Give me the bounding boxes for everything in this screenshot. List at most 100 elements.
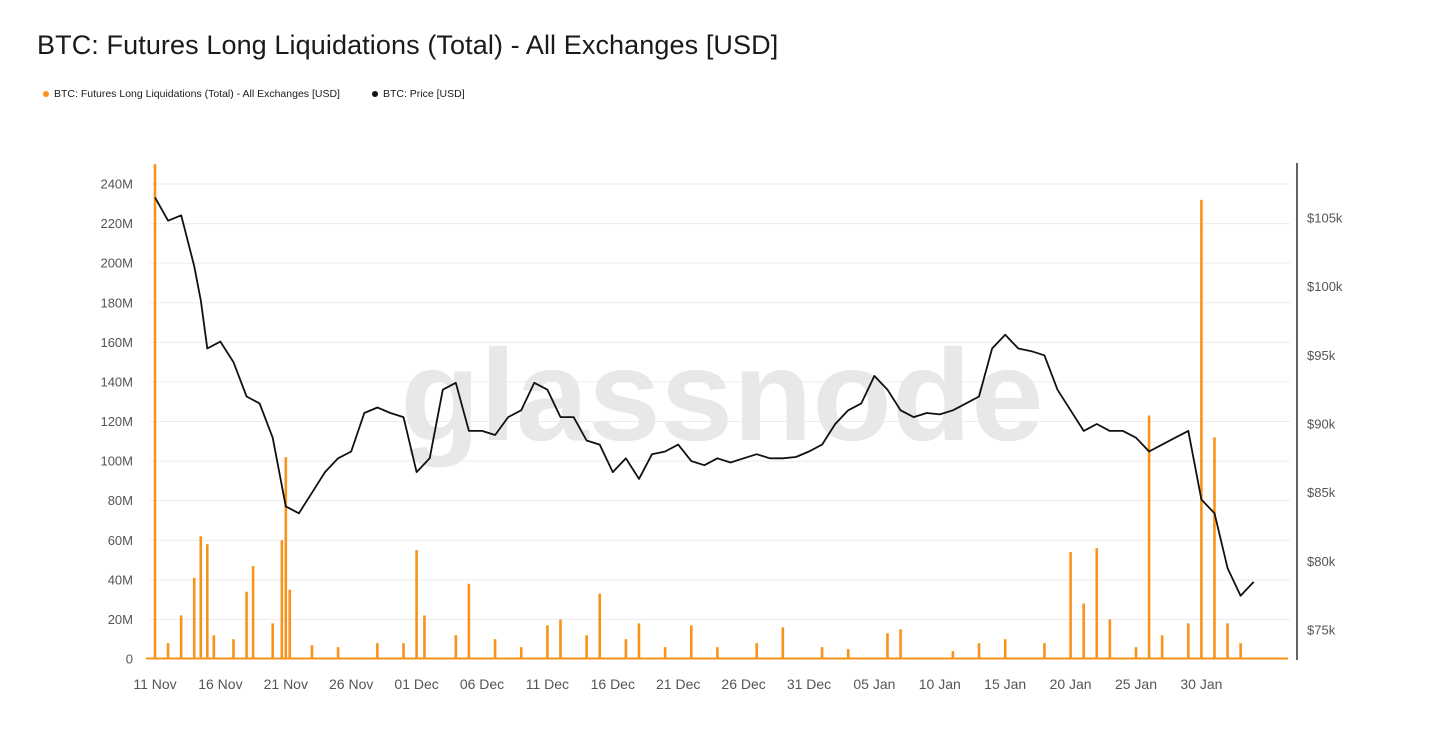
x-tick-label: 31 Dec (787, 676, 831, 692)
liquidation-bar (199, 536, 203, 659)
left-tick-label: 100M (100, 454, 133, 469)
liquidation-bar (1134, 647, 1138, 659)
left-tick-label: 220M (100, 216, 133, 231)
left-tick-label: 140M (100, 374, 133, 389)
x-tick-label: 06 Dec (460, 676, 504, 692)
right-tick-label: $95k (1307, 348, 1336, 363)
x-tick-label: 30 Jan (1180, 676, 1222, 692)
x-tick-label: 11 Dec (526, 676, 569, 692)
liquidation-bar (1213, 437, 1216, 659)
liquidation-bar (1226, 623, 1229, 659)
legend: BTC: Futures Long Liquidations (Total) -… (43, 88, 497, 100)
liquidation-bar (376, 643, 379, 659)
liquidation-bar (519, 647, 523, 659)
left-tick-label: 80M (108, 493, 133, 508)
liquidation-bar (977, 643, 981, 659)
x-tick-label: 21 Nov (264, 676, 308, 692)
liquidation-bar (716, 647, 719, 659)
price-line (154, 196, 1255, 597)
liquidation-bar (624, 639, 628, 659)
liquidation-bar (1003, 639, 1007, 659)
liquidation-bar (1200, 199, 1203, 660)
liquidation-bar (206, 544, 209, 659)
liquidation-bar (1147, 415, 1151, 659)
liquidation-bars (146, 164, 1288, 660)
liquidation-bar (288, 589, 292, 659)
liquidation-bar (336, 647, 340, 659)
liquidation-bar (251, 565, 255, 659)
x-tick-label: 25 Jan (1115, 676, 1157, 692)
x-tick-label: 05 Jan (853, 676, 895, 692)
liquidation-bar (153, 164, 157, 660)
liquidation-bar (166, 643, 170, 659)
liquidation-bar (1160, 635, 1164, 659)
liquidation-bar (899, 629, 902, 659)
liquidation-bar (192, 577, 196, 659)
liquidation-bar (755, 643, 758, 659)
x-axis-ticks: 11 Nov 16 Nov 21 Nov 26 Nov 01 Dec 06 Dec 11 D… (133, 676, 1222, 692)
liquidation-bar (1082, 603, 1085, 659)
liquidation-bar (663, 647, 667, 659)
liquidation-bar (886, 633, 889, 659)
x-tick-label: 20 Jan (1050, 676, 1092, 692)
left-tick-label: 180M (100, 295, 133, 310)
gridlines (150, 183, 1290, 620)
liquidation-bar (232, 639, 235, 659)
liquidation-bar (637, 623, 641, 659)
legend-dot-liquidations (43, 91, 49, 97)
liquidation-bar (467, 583, 471, 659)
x-tick-label: 26 Dec (721, 676, 765, 692)
left-tick-label: 160M (100, 335, 133, 350)
liquidation-bar (1043, 643, 1046, 659)
liquidation-bar (179, 615, 183, 659)
watermark: glassnode (401, 322, 1044, 468)
liquidation-bar (423, 615, 426, 659)
left-tick-label: 60M (108, 533, 133, 548)
x-tick-label: 15 Jan (984, 676, 1026, 692)
liquidation-bar (310, 645, 314, 659)
liquidation-bar (454, 635, 458, 659)
liquidation-bar (493, 639, 497, 659)
left-tick-label: 240M (100, 177, 133, 192)
liquidation-bar (245, 591, 248, 659)
left-tick-label: 40M (108, 572, 133, 587)
right-tick-label: $75k (1307, 623, 1336, 638)
liquidation-bar (820, 647, 824, 659)
legend-label-price: BTC: Price [USD] (382, 88, 465, 100)
liquidation-bar (284, 457, 288, 659)
x-tick-label: 16 Nov (198, 676, 242, 692)
right-tick-label: $80k (1307, 554, 1336, 569)
left-tick-label: 20M (108, 612, 133, 627)
x-tick-label: 11 Nov (133, 676, 176, 692)
right-tick-label: $100k (1307, 279, 1343, 294)
x-tick-label: 26 Nov (329, 676, 373, 692)
legend-label-liquidations: BTC: Futures Long Liquidations (Total) -… (54, 88, 340, 100)
liquidation-bar (559, 619, 562, 659)
left-tick-label: 0 (126, 652, 133, 667)
liquidation-bar (415, 550, 418, 659)
left-tick-label: 200M (100, 256, 133, 271)
liquidation-bar (585, 635, 588, 659)
chart-title: BTC: Futures Long Liquidations (Total) -… (37, 30, 779, 60)
liquidation-bar (1069, 552, 1072, 659)
liquidation-bar (781, 627, 785, 659)
liquidation-bar (271, 623, 275, 659)
x-tick-label: 21 Dec (656, 676, 700, 692)
right-tick-label: $105k (1307, 211, 1343, 226)
liquidation-bar (1108, 619, 1112, 659)
liquidation-bar (1095, 548, 1099, 659)
left-axis-ticks: 0 20M 40M 60M 80M 100M 120M 140M 160M 180M 200M 220… (100, 177, 133, 667)
legend-item-liquidations[interactable]: BTC: Futures Long Liquidations (Total) -… (43, 88, 340, 100)
right-tick-label: $90k (1307, 417, 1336, 432)
liquidation-bar (280, 540, 284, 659)
liquidation-bar (1239, 643, 1242, 659)
legend-dot-price (371, 91, 378, 97)
x-tick-label: 10 Jan (919, 676, 961, 692)
right-tick-label: $85k (1307, 485, 1336, 500)
liquidation-bar (546, 625, 549, 659)
liquidation-bar (846, 649, 850, 659)
legend-item-price[interactable]: BTC: Price [USD] (371, 88, 465, 100)
liquidation-bar (598, 593, 602, 659)
liquidation-bar (402, 643, 405, 659)
